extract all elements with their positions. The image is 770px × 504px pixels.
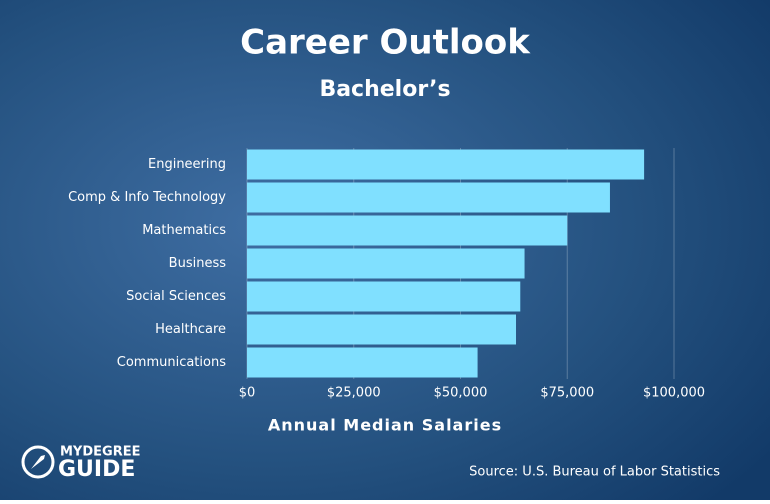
- bar: [247, 149, 645, 180]
- bar: [247, 215, 568, 246]
- x-tick-label: $50,000: [434, 386, 488, 401]
- source: Source: U.S. Bureau of Labor Statistics: [469, 465, 720, 480]
- x-tick-label: $100,000: [643, 386, 705, 401]
- logo: MYDEGREE GUIDE: [21, 445, 140, 482]
- y-tick-label: Healthcare: [155, 322, 226, 337]
- logo-text: MYDEGREE: [60, 445, 140, 460]
- logo-icon: [31, 455, 45, 469]
- x-tick-label: $75,000: [540, 386, 594, 401]
- logo-icon: [21, 445, 55, 479]
- y-tick-label: Comp & Info Technology: [68, 190, 226, 205]
- bar: [247, 248, 525, 279]
- chart-title: Career Outlook: [240, 23, 531, 63]
- bar: [247, 281, 521, 312]
- bar: [247, 347, 478, 378]
- y-tick-label: Business: [169, 256, 227, 271]
- y-tick-label: Communications: [117, 355, 226, 370]
- x-tick-label: $25,000: [327, 386, 381, 401]
- logo-text: GUIDE: [58, 457, 135, 482]
- y-tick-label: Mathematics: [142, 223, 226, 238]
- bar: [247, 182, 610, 213]
- y-tick-label: Social Sciences: [126, 289, 226, 304]
- y-tick-label: Engineering: [148, 157, 226, 172]
- x-tick-label: $0: [239, 386, 256, 401]
- bar: [247, 314, 517, 345]
- x-axis-label: Annual Median Salaries: [268, 416, 502, 435]
- chart-subtitle: Bachelor’s: [319, 77, 450, 102]
